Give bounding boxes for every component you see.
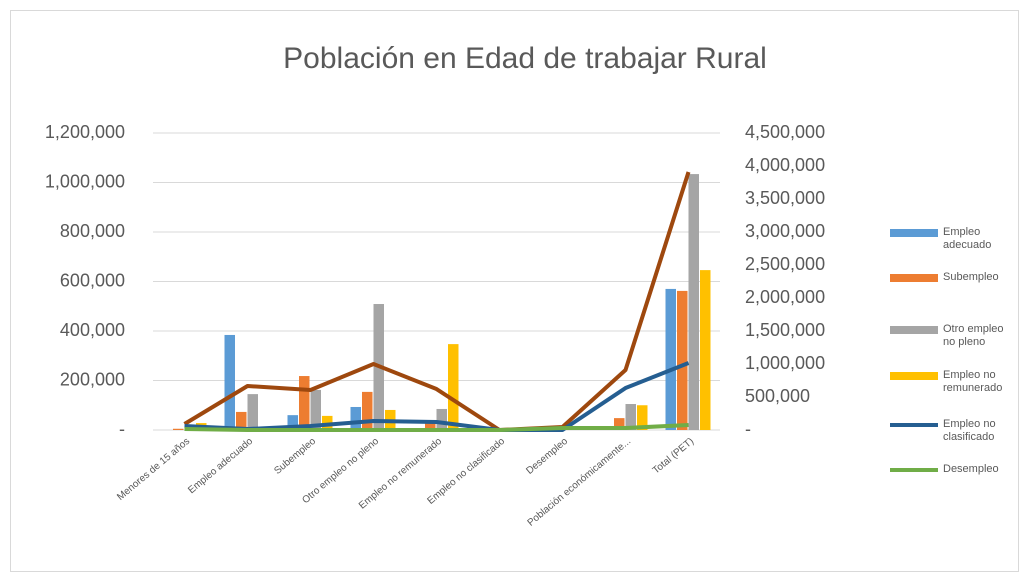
bar	[247, 394, 258, 430]
y2-tick-label: 1,000,000	[745, 353, 825, 373]
legend-item: Empleo adecuado	[943, 226, 992, 251]
bar	[173, 428, 184, 430]
bar	[688, 174, 699, 430]
legend-item: Subempleo	[943, 271, 999, 283]
bar	[700, 270, 711, 430]
legend-swatch	[890, 326, 938, 334]
bar	[362, 391, 373, 430]
y2-tick-label: 1,500,000	[745, 320, 825, 340]
bar	[425, 420, 436, 430]
y2-tick-label: -	[745, 419, 751, 439]
legend-swatch	[890, 372, 938, 380]
legend-label: Otro empleo no pleno	[943, 323, 1004, 348]
legend-item: Desempleo	[943, 463, 999, 475]
bar	[236, 411, 247, 430]
bar	[310, 389, 321, 430]
line-series	[183, 171, 691, 432]
y2-tick-label: 500,000	[745, 386, 810, 406]
y-tick-label: -	[119, 419, 125, 439]
y2-tick-label: 3,500,000	[745, 188, 825, 208]
y2-tick-label: 2,500,000	[745, 254, 825, 274]
bar	[436, 408, 447, 430]
bar	[287, 415, 298, 430]
chart-border	[10, 10, 1019, 572]
legend-label: Empleo adecuado	[943, 226, 992, 251]
bar	[224, 334, 235, 430]
legend-item: Empleo no clasificado	[943, 418, 996, 443]
bar	[448, 344, 459, 430]
legend-label: Desempleo	[943, 463, 999, 475]
legend-label: Empleo no remunerado	[943, 369, 1003, 394]
bar	[299, 376, 310, 430]
bar	[350, 406, 361, 430]
bar	[614, 418, 625, 430]
bar	[637, 405, 648, 430]
legend-item: Otro empleo no pleno	[943, 323, 1004, 348]
y-tick-label: 1,000,000	[45, 171, 125, 191]
y2-tick-label: 2,000,000	[745, 287, 825, 307]
y-tick-label: 200,000	[60, 369, 125, 389]
bar	[677, 290, 688, 430]
y-tick-label: 600,000	[60, 270, 125, 290]
y2-tick-label: 4,500,000	[745, 122, 825, 142]
legend-swatch	[890, 274, 938, 282]
bar	[625, 404, 636, 430]
legend-label: Empleo no clasificado	[943, 418, 996, 443]
bar	[665, 288, 676, 430]
y2-tick-label: 3,000,000	[745, 221, 825, 241]
chart-title: Población en Edad de trabajar Rural	[283, 42, 767, 75]
y2-tick-label: 4,000,000	[745, 155, 825, 175]
legend-swatch	[890, 229, 938, 237]
y-tick-label: 1,200,000	[45, 122, 125, 142]
y-tick-label: 800,000	[60, 221, 125, 241]
legend-label: Subempleo	[943, 271, 999, 283]
line-series	[184, 422, 689, 432]
legend-item: Empleo no remunerado	[943, 369, 1003, 394]
y-tick-label: 400,000	[60, 320, 125, 340]
